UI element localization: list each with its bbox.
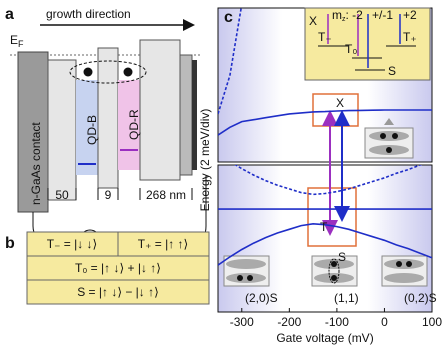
dim-lines (47, 188, 193, 200)
panel-label: c (224, 9, 233, 26)
x-tick-label: 100 (422, 315, 442, 329)
electron (123, 67, 133, 77)
inset-label: S (388, 64, 396, 78)
inset-label: X (309, 14, 317, 28)
panel-label: a (5, 6, 14, 23)
cell (26, 255, 210, 281)
x-tick-label: -100 (325, 315, 349, 329)
plot-area (217, 164, 433, 313)
inset-label: T₀ (345, 42, 357, 56)
curve (218, 109, 432, 136)
x-tick-label: 0 (381, 315, 388, 329)
width-label: 268 nm (146, 188, 186, 202)
inset-label: +2 (403, 8, 417, 22)
state-eq: T₋ = |↓ ↓⟩ (47, 237, 97, 251)
annotation: X (336, 96, 344, 110)
x-tick-label: -300 (230, 315, 254, 329)
curve (218, 222, 432, 266)
width-label: 50 (55, 188, 69, 202)
panel-c (217, 7, 433, 313)
curve (234, 165, 423, 196)
cell (26, 279, 210, 305)
annotation: T (320, 220, 328, 234)
barrier (47, 59, 77, 201)
electron (83, 67, 93, 77)
inset-label: : -2 (346, 8, 364, 22)
qd-r-label: QD-R (127, 109, 141, 140)
width-label: 9 (105, 188, 112, 202)
contact-label: n-GaAs contact (29, 122, 43, 205)
panel-a: a growth direction EF n-GaAs contact QD-… (5, 6, 207, 251)
annotation: S (338, 250, 346, 264)
qd-r (118, 80, 140, 170)
inset-label: z (342, 16, 346, 23)
y-axis-label: Energy (2 meV/div) (198, 109, 212, 212)
gate (179, 54, 193, 176)
annotation: (1,1) (334, 291, 359, 305)
curve (218, 8, 242, 115)
fermi-label: EF (10, 33, 24, 49)
barrier (139, 39, 181, 181)
annotation: (2,0)S (245, 291, 278, 305)
state-eq: T₀ = |↑ ↓⟩ + |↓ ↑⟩ (75, 261, 161, 275)
charge-icons (223, 118, 428, 287)
state-eq: S = |↑ ↓⟩ − |↓ ↑⟩ (77, 285, 159, 299)
inset-label: T₊ (403, 30, 417, 44)
barrier (97, 47, 119, 189)
gate (192, 60, 197, 170)
state-eq: T₊ = |↑ ↑⟩ (138, 237, 188, 251)
x-tick-label: -200 (277, 315, 301, 329)
qd-b (76, 80, 98, 175)
panel-label: b (5, 235, 15, 252)
inset-label: m (332, 8, 342, 22)
cell (117, 231, 210, 257)
annotation: (0,2)S (404, 291, 437, 305)
ellipse (69, 60, 147, 84)
inset-label: T₋ (318, 30, 332, 44)
x-axis-label: Gate voltage (mV) (276, 331, 373, 345)
inset-levels (318, 14, 416, 71)
panel-b: b T₋ = |↓ ↓⟩ T₊ = |↑ ↑⟩ T₀ = |↑ ↓⟩ + |↓ … (5, 231, 210, 305)
arrow-label: growth direction (46, 7, 131, 21)
inset-label: mz: -2 (332, 8, 363, 23)
qd-b-label: QD-B (85, 115, 99, 145)
inset-label: +/-1 (372, 8, 393, 22)
